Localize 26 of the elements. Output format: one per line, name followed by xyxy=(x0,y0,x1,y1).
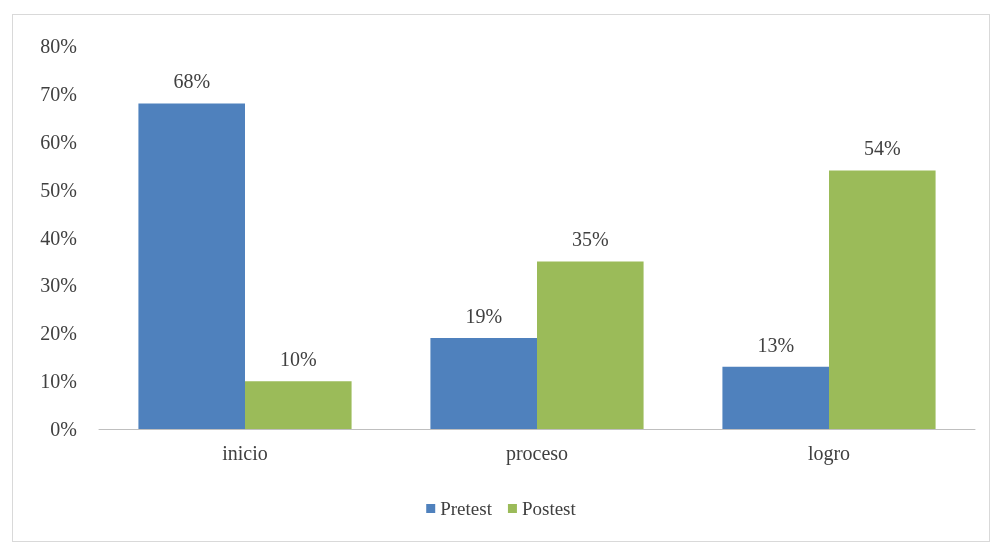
bar xyxy=(138,103,245,429)
bar xyxy=(829,170,936,429)
legend-label: Postest xyxy=(521,498,577,519)
y-tick-label: 50% xyxy=(40,178,77,201)
data-label: 13% xyxy=(757,333,795,356)
data-label: 35% xyxy=(571,228,609,251)
bar xyxy=(722,366,829,429)
data-label: 19% xyxy=(465,305,503,328)
legend-label: Pretest xyxy=(440,498,493,519)
bar xyxy=(430,338,537,429)
y-tick-label: 10% xyxy=(40,370,77,393)
data-label: 54% xyxy=(863,137,901,160)
y-tick-label: 40% xyxy=(40,226,77,249)
y-tick-label: 20% xyxy=(40,322,77,345)
data-label: 10% xyxy=(279,348,317,371)
y-tick-label: 0% xyxy=(50,418,77,440)
data-label: 68% xyxy=(173,70,211,93)
bar xyxy=(245,381,352,429)
y-tick-label: 70% xyxy=(40,82,77,105)
x-tick-label: logro xyxy=(807,442,851,465)
x-tick-label: inicio xyxy=(222,442,268,464)
y-tick-label: 30% xyxy=(40,274,77,297)
bar xyxy=(537,261,644,429)
x-tick-label: proceso xyxy=(505,442,569,465)
y-tick-label: 80% xyxy=(40,35,77,57)
y-tick-label: 60% xyxy=(40,130,77,153)
